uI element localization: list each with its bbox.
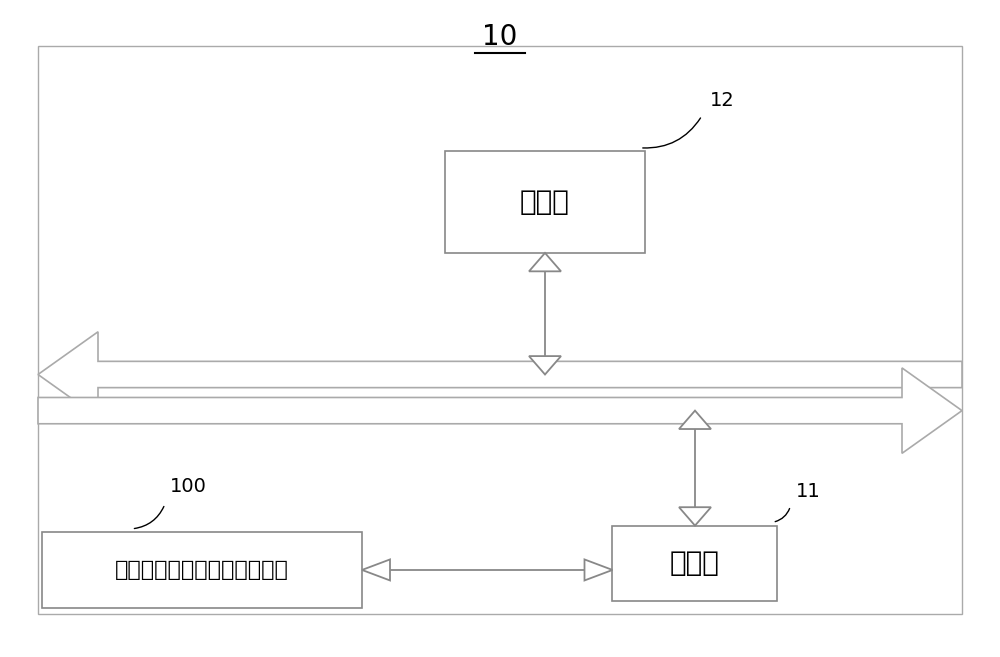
Text: 处理器: 处理器 [520,188,570,216]
Bar [612,526,777,601]
Bar [445,151,645,253]
Text: 10: 10 [482,23,518,51]
Polygon shape [529,356,561,374]
Polygon shape [584,560,612,581]
Polygon shape [38,368,962,453]
Polygon shape [38,332,962,417]
Text: 防止电机过载保护的控制装置: 防止电机过载保护的控制装置 [115,560,289,580]
Polygon shape [679,507,711,526]
Bar [38,46,962,614]
Text: 11: 11 [796,482,820,501]
Polygon shape [529,253,561,271]
Text: 100: 100 [170,477,207,496]
Text: 12: 12 [710,91,735,110]
Text: 存储器: 存储器 [670,549,720,578]
Bar [42,532,362,608]
Polygon shape [362,560,390,581]
Polygon shape [679,411,711,429]
